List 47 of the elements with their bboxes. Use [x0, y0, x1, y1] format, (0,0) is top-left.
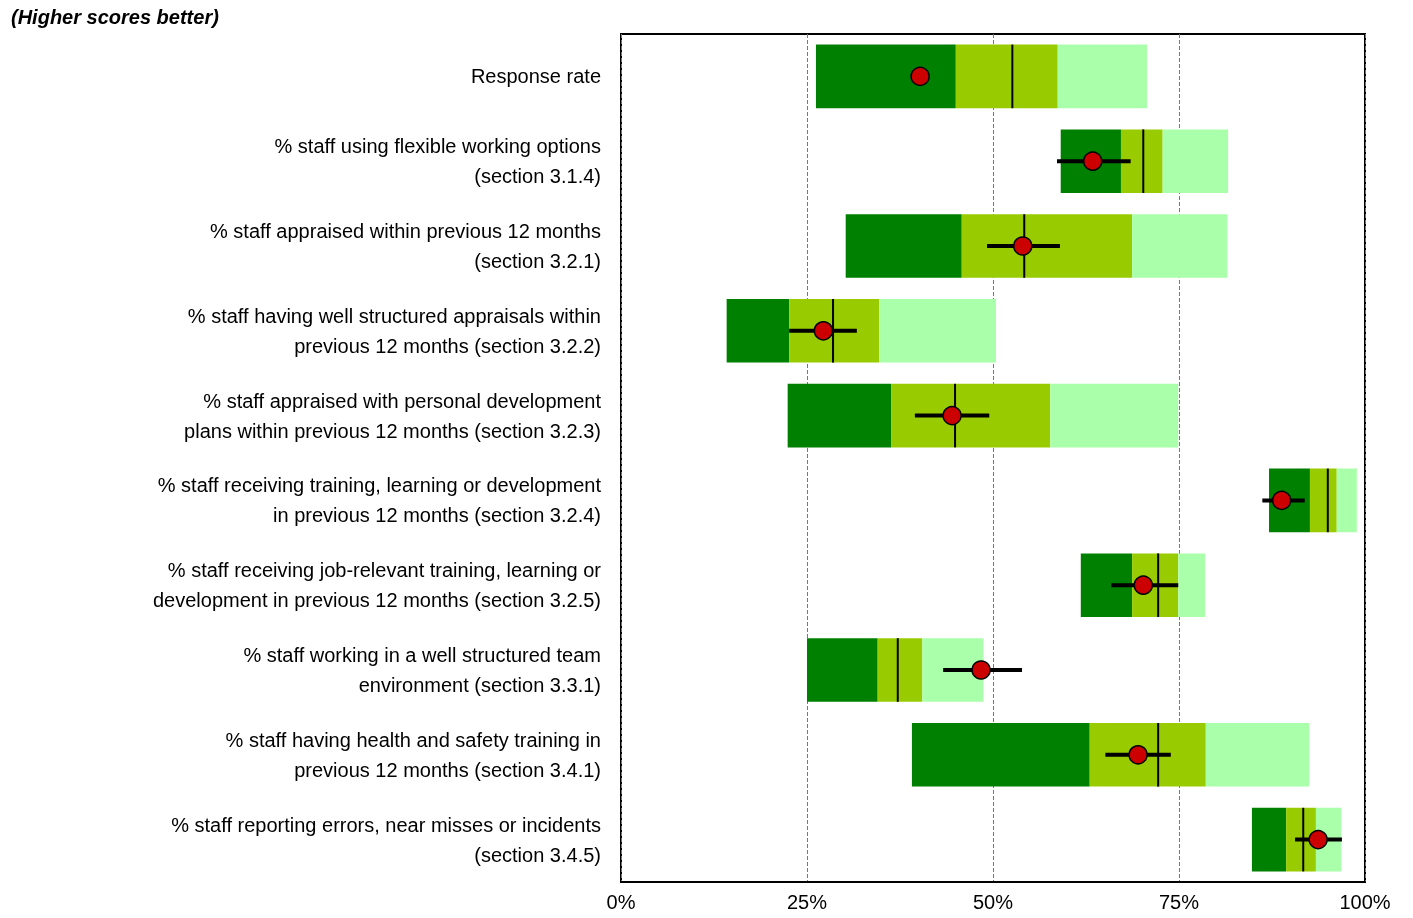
bar — [1251, 807, 1287, 872]
x-tick-label: 25% — [786, 891, 828, 913]
point — [1133, 575, 1154, 595]
y-tick-label: % staff reporting errors, near misses or incidents (section 3.4.5) — [171, 813, 601, 866]
y-tick-label: % staff receiving training, learning or development in previous 12 months (section 3.2.4) — [157, 474, 602, 527]
x-tick-label: 100% — [1339, 891, 1391, 913]
x-tick-label: 50% — [972, 891, 1014, 913]
bar — [877, 638, 923, 702]
text: (Higher scores better) — [11, 6, 220, 28]
bar — [1336, 468, 1357, 533]
bar — [879, 299, 996, 363]
point — [1128, 745, 1148, 765]
bar — [911, 723, 1090, 787]
y-tick-label: Response rate — [470, 65, 601, 88]
bar — [961, 214, 1133, 278]
point — [1013, 236, 1033, 256]
y-tick-label: % staff having health and safety training in previous 12 months (section 3.4.1) — [225, 728, 601, 781]
bar — [1089, 723, 1206, 787]
bar — [815, 44, 956, 109]
x-tick-label: 75% — [1158, 891, 1200, 913]
bar — [1120, 129, 1163, 193]
y-tick-label: % staff working in a well structured team environment (section 3.3.1) — [243, 644, 601, 696]
bar — [1132, 214, 1228, 278]
bar — [1205, 723, 1310, 787]
point — [942, 405, 962, 426]
y-tick-label: % staff appraised within previous 12 months (section 3.2.1) — [210, 220, 601, 272]
y-tick-label: % staff appraised with personal development plans within previous 12 months (section 3.2.3) — [184, 389, 602, 442]
bar — [1178, 553, 1206, 617]
bar — [891, 383, 1051, 448]
bar — [1050, 383, 1179, 448]
bar — [807, 638, 878, 702]
point — [910, 66, 930, 87]
bar — [845, 214, 962, 278]
bar — [726, 299, 790, 363]
bar — [1080, 553, 1133, 617]
bar — [787, 383, 892, 448]
point — [813, 321, 834, 341]
bar — [1162, 129, 1229, 193]
bar — [1057, 44, 1148, 109]
bar — [922, 638, 984, 702]
bar — [1309, 468, 1337, 533]
y-tick-label: % staff receiving job-relevant training, learning or development in previous 12 months (section 3.2.5) — [152, 559, 602, 612]
x-tick-label: 0% — [606, 891, 636, 913]
y-tick-label: % staff having well structured appraisals within previous 12 months (section 3.2.2) — [187, 304, 601, 357]
y-tick-label: % staff using flexible working options (section 3.1.4) — [274, 135, 601, 188]
bar — [955, 44, 1058, 109]
point — [971, 660, 991, 680]
